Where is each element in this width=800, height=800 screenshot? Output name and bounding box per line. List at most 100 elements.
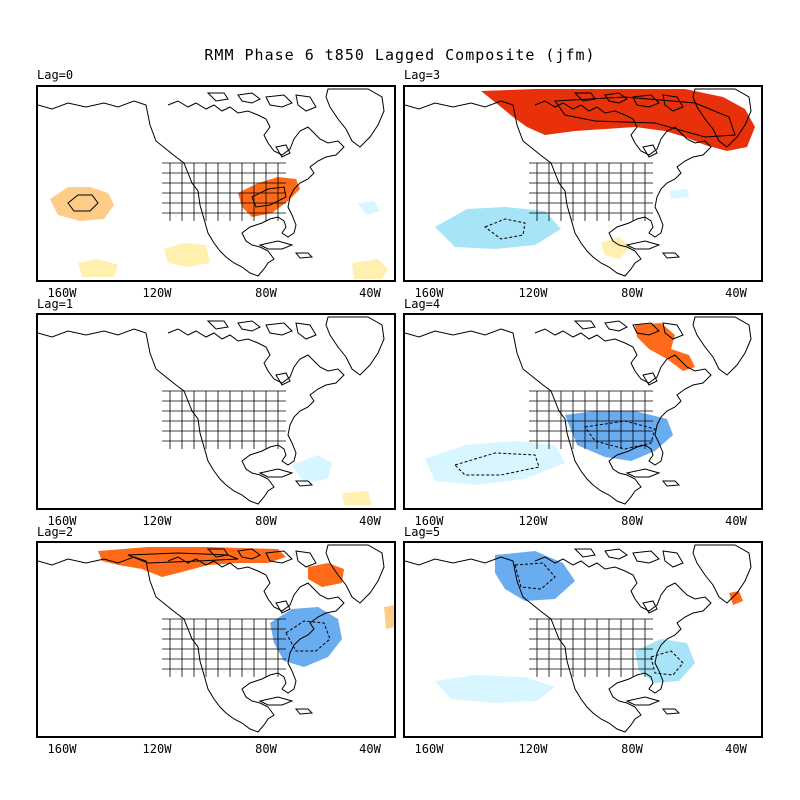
arctic-island: [265, 94, 293, 108]
lon-tick-label: 160W: [47, 286, 77, 300]
lon-tick-label: 80W: [255, 286, 277, 300]
contour-line: [454, 452, 540, 476]
warm-anomaly-region: [481, 89, 755, 151]
map-canvas: [405, 88, 755, 277]
north-america-coast: [38, 100, 345, 277]
arctic-island: [604, 92, 628, 104]
map-panel-lag5: [403, 541, 763, 738]
north-america-coast: [38, 556, 345, 733]
greenland-coast: [325, 316, 385, 376]
arctic-island: [275, 372, 291, 386]
arctic-island: [295, 550, 317, 568]
cold-anomaly-region: [565, 411, 673, 461]
map-panel-lag3: [403, 85, 763, 282]
state-boundaries: [162, 162, 286, 221]
cold-anomaly-region: [635, 639, 695, 683]
lon-tick-label: 120W: [142, 742, 172, 756]
panel-label-lag2: Lag=2: [37, 525, 74, 539]
map-panel-lag1: [36, 313, 396, 510]
coastline: [405, 88, 752, 277]
warm-anomaly-region: [308, 563, 344, 587]
arctic-island: [632, 322, 660, 336]
cuba-coast: [258, 468, 294, 478]
state-boundaries: [162, 390, 286, 449]
cuba-coast: [258, 696, 294, 706]
arctic-island: [632, 550, 660, 564]
arctic-island: [573, 548, 596, 558]
lon-tick-label: 80W: [621, 286, 643, 300]
cold-anomaly-region: [669, 189, 689, 199]
arctic-island: [632, 94, 660, 108]
arctic-island: [642, 372, 658, 386]
lon-tick-label: 40W: [725, 514, 747, 528]
coastline: [38, 88, 385, 277]
hispaniola-coast: [661, 480, 681, 487]
lon-tick-label: 120W: [518, 286, 548, 300]
north-america-coast: [405, 556, 712, 733]
cuba-coast: [625, 696, 661, 706]
warm-anomaly-region: [358, 201, 380, 215]
lon-tick-label: 160W: [414, 286, 444, 300]
arctic-island: [275, 144, 291, 158]
hispaniola-coast: [294, 252, 314, 259]
cuba-coast: [625, 240, 661, 250]
greenland-coast: [692, 544, 752, 604]
arctic-island: [604, 320, 628, 332]
lon-tick-label: 40W: [359, 742, 381, 756]
arctic-island: [295, 322, 317, 340]
lon-tick-label: 40W: [725, 286, 747, 300]
panel-label-lag5: Lag=5: [404, 525, 441, 539]
map-panel-lag0: [36, 85, 396, 282]
contour-line: [127, 552, 239, 564]
north-america-coast: [38, 328, 345, 505]
arctic-island: [206, 548, 229, 558]
warm-anomaly-region: [78, 259, 118, 277]
arctic-island: [642, 144, 658, 158]
cold-anomaly-region: [352, 259, 388, 279]
warm-anomaly-region: [98, 547, 286, 577]
cuba-coast: [625, 468, 661, 478]
map-panel-lag2: [36, 541, 396, 738]
warm-anomaly-region: [342, 491, 372, 505]
greenland-coast: [325, 88, 385, 148]
arctic-island: [573, 92, 596, 102]
arctic-island: [206, 92, 229, 102]
state-boundaries: [529, 162, 653, 221]
contour-line: [650, 650, 684, 676]
warm-anomaly-region: [729, 591, 743, 605]
arctic-island: [237, 320, 261, 332]
arctic-island: [295, 94, 317, 112]
contour-line: [285, 620, 331, 652]
cuba-coast: [258, 240, 294, 250]
state-boundaries: [529, 390, 653, 449]
map-canvas: [405, 544, 752, 733]
coastline: [405, 544, 752, 733]
lon-tick-label: 120W: [518, 514, 548, 528]
panel-label-lag4: Lag=4: [404, 297, 441, 311]
lon-tick-label: 40W: [359, 286, 381, 300]
lon-tick-label: 40W: [359, 514, 381, 528]
hispaniola-coast: [294, 480, 314, 487]
arctic-island: [662, 94, 684, 112]
lon-tick-label: 120W: [142, 514, 172, 528]
coastline: [38, 544, 385, 733]
arctic-island: [573, 320, 596, 330]
chart-title: RMM Phase 6 t850 Lagged Composite (jfm): [204, 46, 596, 64]
warm-anomaly-region: [601, 237, 631, 259]
cold-anomaly-region: [425, 441, 565, 485]
lon-tick-label: 160W: [47, 514, 77, 528]
arctic-island: [662, 322, 684, 340]
greenland-coast: [692, 316, 752, 376]
hispaniola-coast: [661, 708, 681, 715]
lon-tick-label: 80W: [255, 514, 277, 528]
arctic-island: [206, 320, 229, 330]
lon-tick-label: 160W: [47, 742, 77, 756]
lon-tick-label: 160W: [414, 514, 444, 528]
map-panel-lag4: [403, 313, 763, 510]
contour-line: [483, 218, 526, 240]
contour-line: [251, 186, 287, 208]
cold-anomaly-region: [292, 455, 332, 483]
greenland-coast: [692, 88, 752, 148]
arctic-island: [265, 550, 293, 564]
map-canvas: [405, 316, 752, 505]
